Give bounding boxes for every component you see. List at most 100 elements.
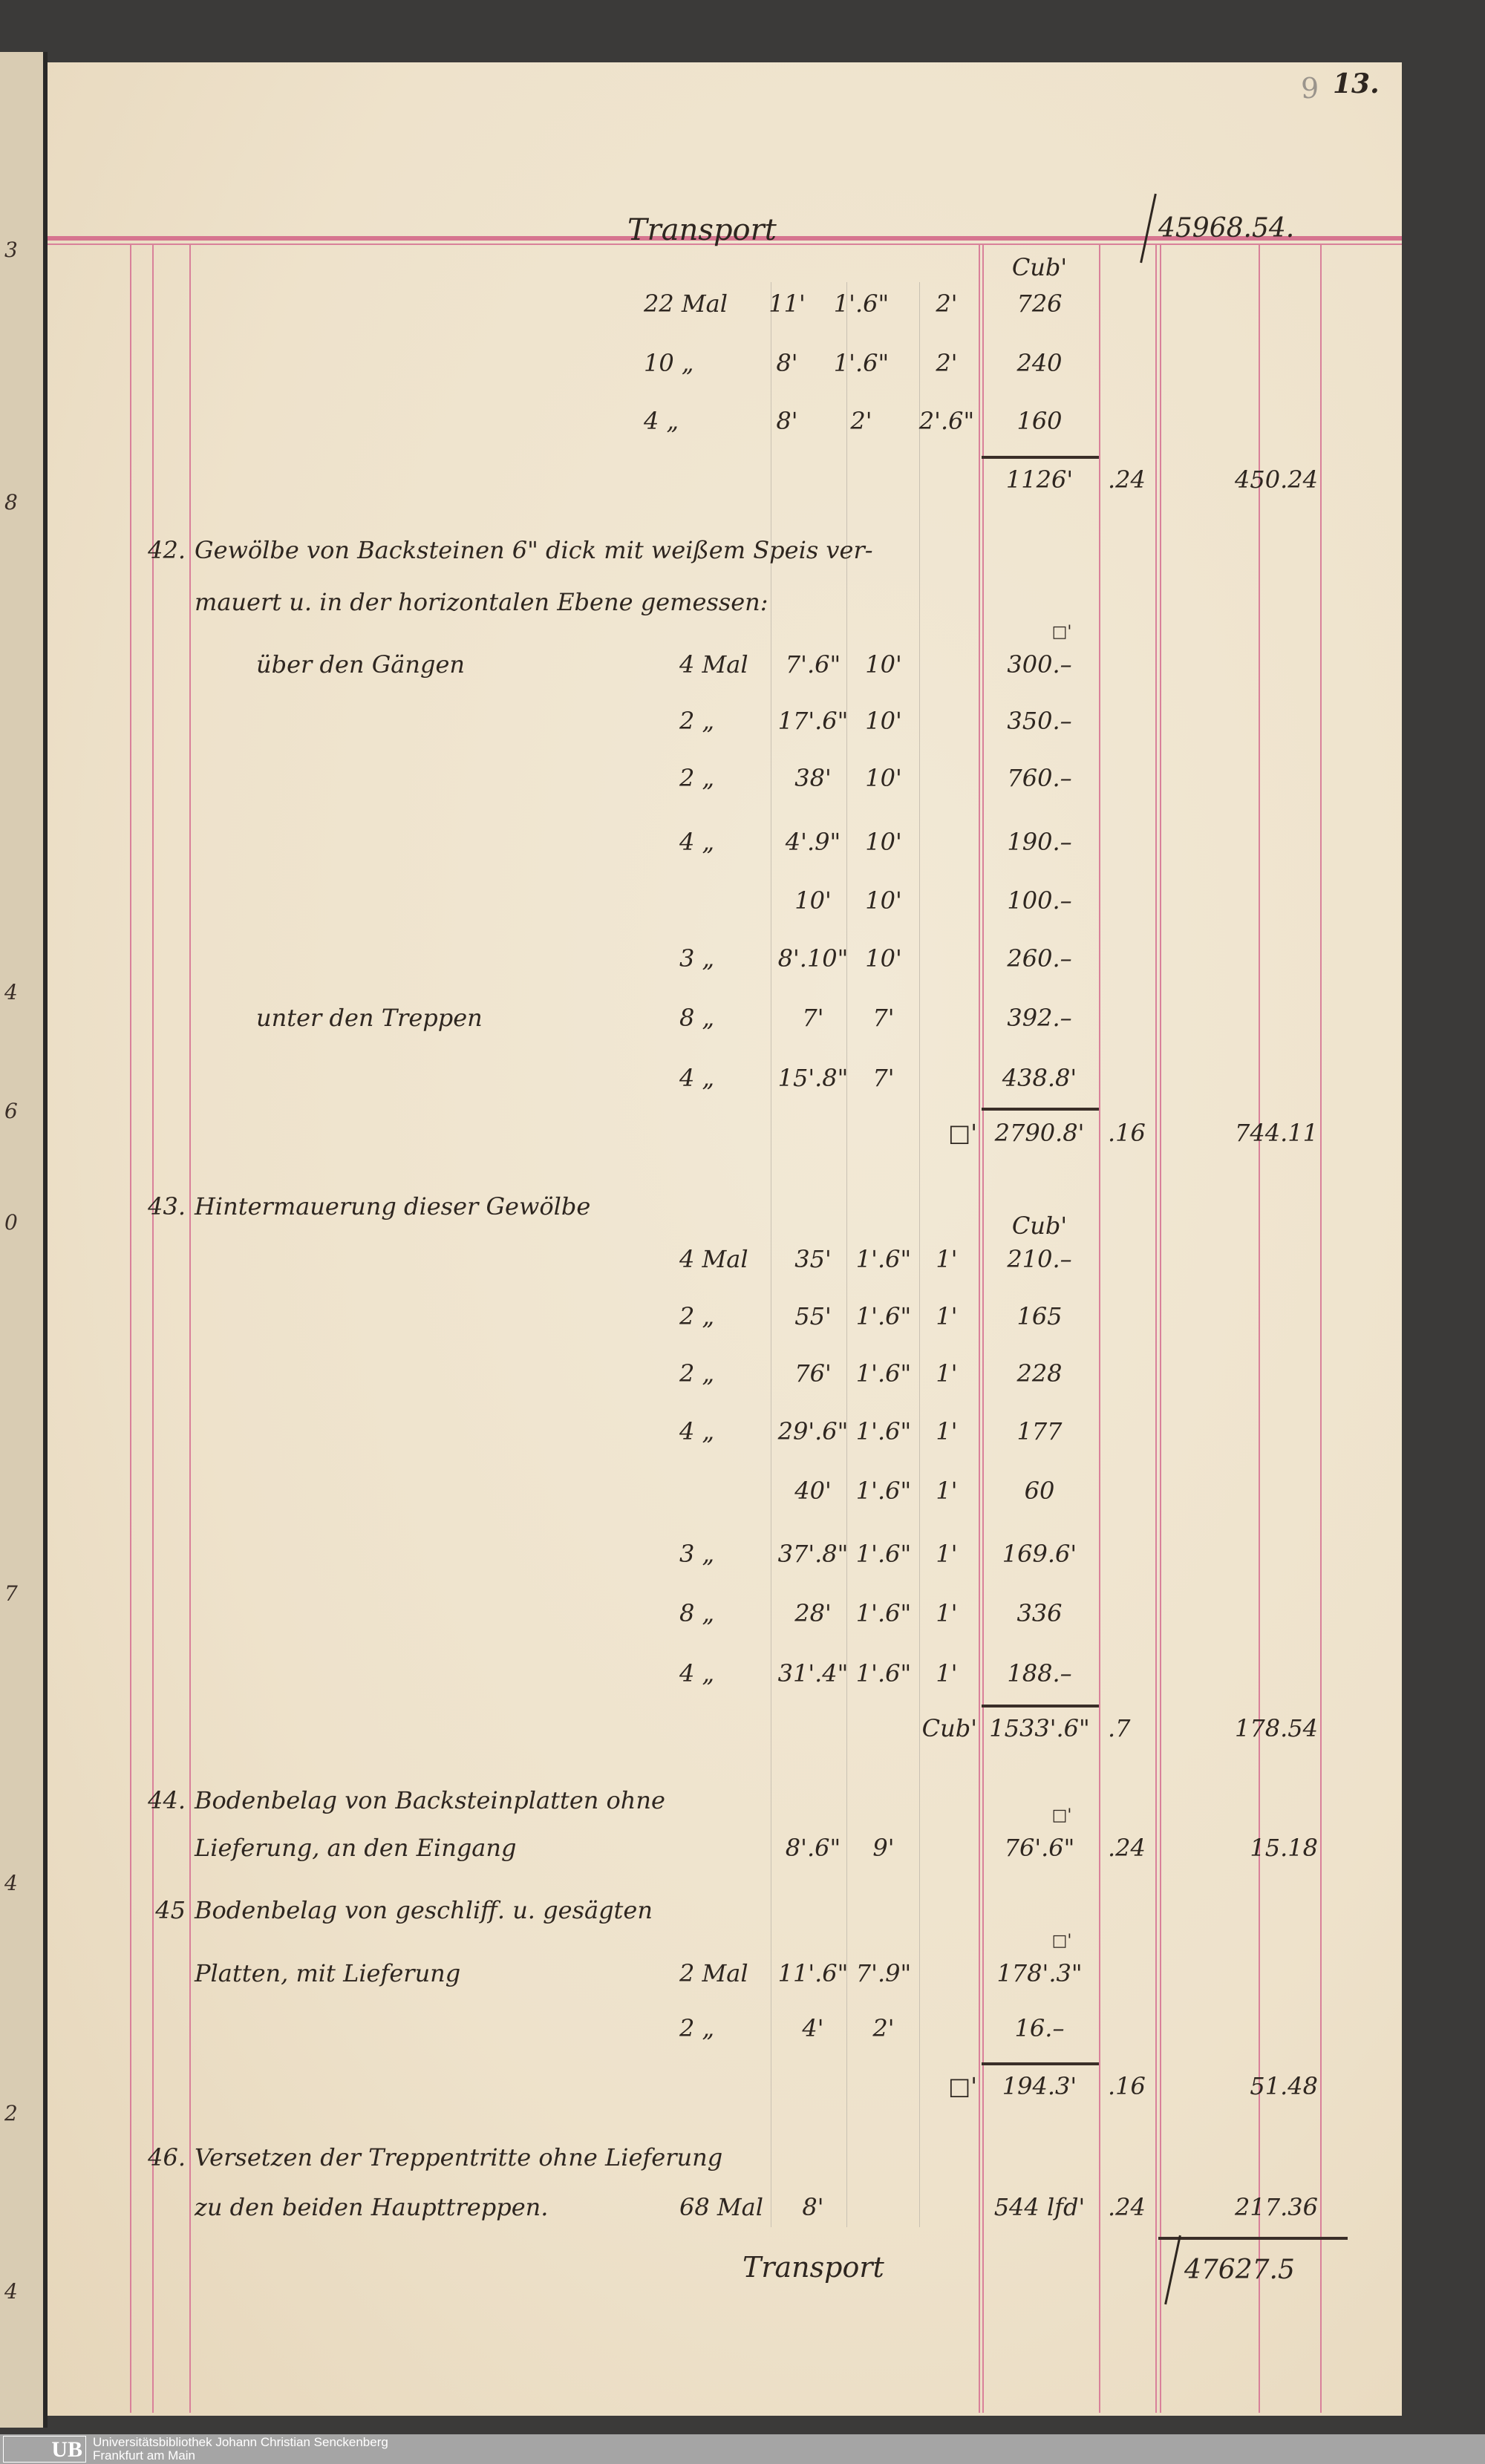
quantity: 544 lfd': [993, 2193, 1086, 2221]
dimension-1: 35': [794, 1245, 832, 1273]
dimension-2: 10': [865, 650, 902, 679]
left-page-margin-number: 2: [4, 2101, 18, 2125]
dimension-2: 10': [865, 886, 902, 915]
dimension-1: 4'.9": [785, 828, 841, 856]
margin-rule: [152, 245, 154, 2413]
margin-rule: [189, 245, 191, 2413]
item-description: Bodenbelag von Backsteinplatten ohne: [195, 1786, 665, 1814]
library-footer: UB Universitätsbibliothek Johann Christi…: [0, 2434, 1485, 2464]
multiplier: 2 „: [679, 1302, 715, 1330]
transport-amount-bottom: 47627.5: [1184, 2255, 1295, 2285]
unit-mark: □': [947, 2072, 977, 2100]
quantity: 60: [1024, 1477, 1055, 1505]
dimension-2: 10': [865, 944, 902, 973]
multiplier: 2 „: [679, 707, 715, 735]
unit-rate: .24: [1108, 465, 1146, 494]
left-page-margin-number: 0: [4, 1210, 18, 1235]
quantity: Cub': [1011, 1212, 1068, 1240]
multiplier: 2 Mal: [679, 1959, 748, 1987]
page-number: 13.: [1333, 68, 1380, 99]
dimension-rule: [919, 282, 920, 2227]
amount: 217.36: [1235, 2193, 1318, 2221]
dimension-1: 7': [802, 1004, 824, 1032]
item-description: zu den beiden Haupttreppen.: [195, 2193, 549, 2221]
quantity: 178'.3": [996, 1959, 1083, 1987]
dimension-1: 55': [794, 1302, 832, 1330]
left-page-margin-number: 4: [4, 1871, 18, 1895]
quantity: 2790.8': [994, 1119, 1085, 1147]
multiplier: 22 Mal: [644, 290, 728, 318]
location-label: unter den Treppen: [256, 1004, 483, 1032]
item-description: Versetzen der Treppentritte ohne Lieferu…: [195, 2143, 723, 2171]
header-rule-thin: [48, 244, 1402, 245]
dimension-2: 1'.6": [855, 1359, 912, 1388]
transport-label: Transport: [627, 213, 777, 247]
item-number: 42.: [148, 536, 186, 564]
total-rule: [1158, 2237, 1348, 2240]
unit-rate: .7: [1108, 1714, 1131, 1742]
item-description: mauert u. in der horizontalen Ebene geme…: [195, 588, 768, 616]
dimension-2: 10': [865, 707, 902, 735]
column-rule: [1160, 245, 1161, 2413]
dimension-1: 8'.6": [785, 1834, 841, 1862]
multiplier: 8 „: [679, 1599, 715, 1627]
dimension-1: 8': [802, 2193, 824, 2221]
unit-mark: Cub': [921, 1714, 977, 1742]
adjacent-left-page: [0, 52, 48, 2428]
quantity: 194.3': [1002, 2072, 1077, 2100]
multiplier: 3 „: [679, 944, 715, 973]
multiplier: 4 Mal: [679, 650, 748, 679]
left-page-margin-number: 8: [4, 490, 18, 514]
dimension-1: 4': [802, 2014, 824, 2042]
dimension-3: 1': [936, 1302, 958, 1330]
dimension-2: 1'.6": [855, 1417, 912, 1445]
header-rule: [48, 236, 1402, 241]
quantity: 1533'.6": [989, 1714, 1090, 1742]
subtotal-rule: [982, 2062, 1099, 2065]
amount: 450.24: [1235, 465, 1318, 494]
column-rule: [979, 245, 980, 2413]
quantity: 76'.6": [1004, 1834, 1075, 1862]
multiplier: 4 „: [679, 1417, 715, 1445]
unit-rate: .24: [1108, 2193, 1146, 2221]
quantity: Cub': [1011, 253, 1068, 281]
dimension-3: 2': [936, 290, 958, 318]
library-city: Frankfurt am Main: [93, 2448, 195, 2463]
multiplier: 8 „: [679, 1004, 715, 1032]
quantity: 1126': [1005, 465, 1074, 494]
item-description: Hintermauerung dieser Gewölbe: [195, 1192, 591, 1220]
dimension-2: 1'.6": [855, 1477, 912, 1505]
item-number: 46.: [148, 2143, 186, 2171]
dimension-3: 1': [936, 1417, 958, 1445]
unit-rate: .16: [1108, 1119, 1146, 1147]
multiplier: 10 „: [644, 349, 694, 377]
dimension-2: 2': [850, 407, 872, 435]
quantity: 350.–: [1007, 707, 1072, 735]
dimension-1: 40': [794, 1477, 832, 1505]
dimension-3: 1': [936, 1477, 958, 1505]
dimension-3: 1': [936, 1540, 958, 1568]
multiplier: 2 „: [679, 1359, 715, 1388]
left-page-margin-number: 7: [4, 1581, 18, 1606]
dimension-1: 28': [794, 1599, 832, 1627]
transport-amount: 45968.54.: [1158, 213, 1295, 244]
item-number: 44.: [148, 1786, 186, 1814]
dimension-3: 1': [936, 1599, 958, 1627]
dimension-1: 38': [794, 764, 832, 792]
library-name: Universitätsbibliothek Johann Christian …: [93, 2435, 388, 2449]
left-page-margin-number: 3: [4, 238, 18, 262]
multiplier: 68 Mal: [679, 2193, 763, 2221]
left-page-margin-number: 4: [4, 980, 18, 1004]
column-rule: [1259, 245, 1260, 2413]
dimension-2: 2': [872, 2014, 895, 2042]
quantity: 160: [1016, 407, 1063, 435]
transport-label-bottom: Transport: [742, 2251, 884, 2284]
quantity: 210.–: [1007, 1245, 1072, 1273]
quantity: 240: [1016, 349, 1063, 377]
dimension-1: 10': [794, 886, 832, 915]
quantity: 760.–: [1007, 764, 1072, 792]
multiplier: 2 „: [679, 2014, 715, 2042]
dimension-2: 1'.6": [833, 349, 890, 377]
dimension-2: 10': [865, 764, 902, 792]
unit-mark: □': [1051, 1806, 1072, 1825]
